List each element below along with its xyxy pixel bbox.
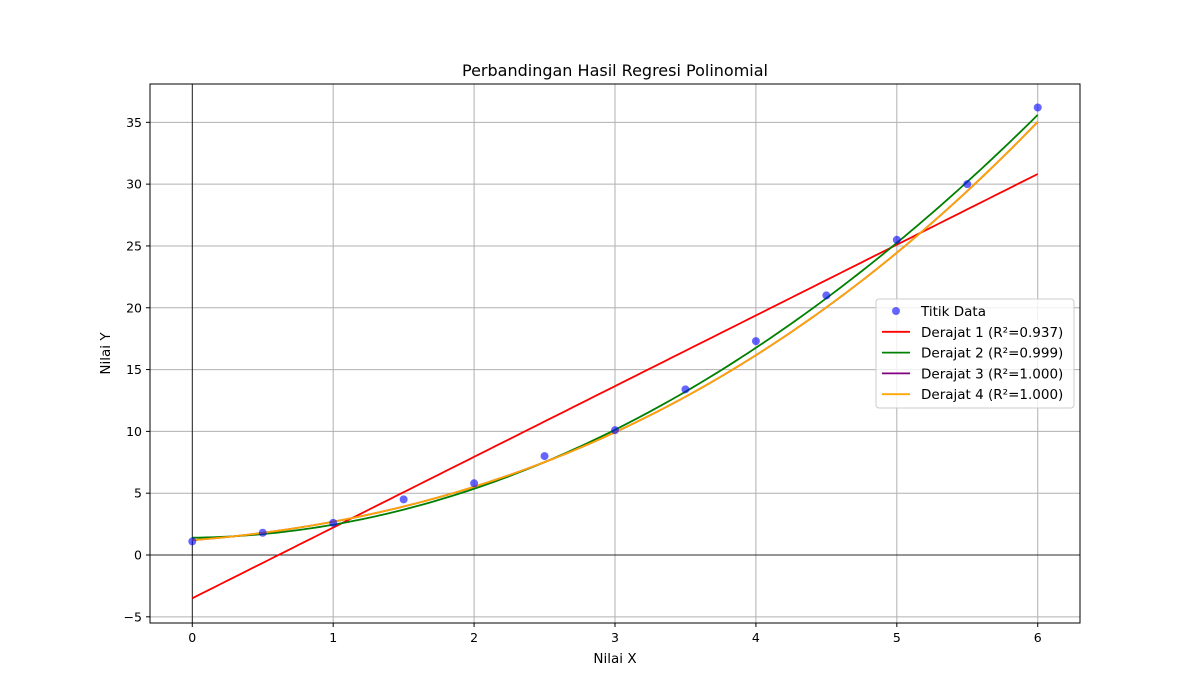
x-tick-label: 4 [752,630,760,645]
y-tick-label: 5 [134,486,142,501]
legend-frame [875,298,1075,409]
y-axis-title: Nilai Y [98,332,114,375]
data-point [470,479,479,488]
data-point [611,426,619,435]
legend-label-3: Derajat 3 (R²=1.000) [921,366,1063,382]
legend-label-4: Derajat 4 (R²=1.000) [921,387,1063,403]
y-tick-label: 0 [134,548,142,563]
y-tick-label: 10 [126,424,142,439]
x-tick-label: 6 [1034,630,1042,645]
data-point [329,518,338,527]
data-point [751,337,760,346]
x-axis: 0 1 2 3 4 5 6 [188,623,1042,645]
zero-lines [150,84,1080,623]
legend: Titik Data Derajat 1 (R²=0.937) Derajat 2 … [875,298,1075,409]
legend-label-1: Derajat 1 (R²=0.937) [921,325,1063,341]
x-axis-title: Nilai X [593,651,636,667]
y-tick-label: 25 [126,238,142,253]
y-tick-label: 20 [126,300,142,315]
plot-frame [149,83,1081,624]
legend-marker-scatter [892,307,900,315]
y-tick-label: 30 [126,177,142,192]
data-point [399,495,408,504]
legend-label-2: Derajat 2 (R²=0.999) [921,346,1063,362]
data-point [188,537,197,546]
data-point [822,291,831,300]
y-tick-label: 15 [126,362,142,377]
x-tick-label: 5 [893,630,901,645]
data-point [963,180,972,189]
data-point [540,452,549,461]
y-tick-label: 35 [126,115,142,130]
scatter-series [188,103,1042,546]
chart-title: Perbandingan Hasil Regresi Polinomial [462,61,768,80]
legend-label-scatter: Titik Data [920,304,986,320]
data-point [681,385,690,394]
data-point [258,528,267,537]
x-tick-label: 0 [188,630,196,645]
y-tick-label: −5 [124,609,142,624]
data-point [1033,103,1042,112]
y-axis: −5 0 5 10 15 20 25 30 35 [124,115,150,624]
x-tick-label: 2 [470,630,478,645]
data-point [892,235,901,244]
series-line-1 [191,173,1039,600]
x-tick-label: 3 [611,630,619,645]
x-tick-label: 1 [329,630,337,645]
